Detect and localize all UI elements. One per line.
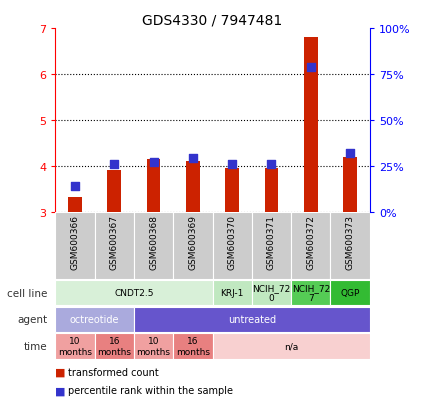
Text: n/a: n/a: [284, 342, 298, 351]
Text: ■: ■: [55, 385, 66, 395]
Bar: [134, 333, 173, 359]
Text: 10
months: 10 months: [136, 336, 170, 356]
Point: [190, 156, 196, 162]
Bar: [147, 159, 160, 212]
Text: cell line: cell line: [7, 288, 48, 298]
Point: [347, 150, 354, 157]
Text: GSM600367: GSM600367: [110, 214, 119, 269]
Text: 16
months: 16 months: [176, 336, 210, 356]
Bar: [304, 38, 317, 212]
Bar: [212, 212, 252, 280]
Text: NCIH_72
0: NCIH_72 0: [252, 283, 291, 303]
Point: [71, 183, 78, 190]
Bar: [134, 212, 173, 280]
Point: [229, 161, 235, 168]
Text: NCIH_72
7: NCIH_72 7: [292, 283, 330, 303]
Text: GSM600372: GSM600372: [306, 214, 315, 269]
Point: [268, 161, 275, 168]
Bar: [55, 280, 212, 306]
Text: GSM600368: GSM600368: [149, 214, 158, 269]
Point: [111, 161, 118, 168]
Text: GSM600366: GSM600366: [71, 214, 79, 269]
Text: time: time: [24, 341, 48, 351]
Bar: [225, 169, 239, 212]
Text: GSM600370: GSM600370: [228, 214, 237, 269]
Point: [307, 64, 314, 71]
Text: 10
months: 10 months: [58, 336, 92, 356]
Text: GSM600373: GSM600373: [346, 214, 354, 269]
Bar: [173, 212, 212, 280]
Bar: [252, 212, 291, 280]
Text: agent: agent: [17, 315, 48, 325]
Text: KRJ-1: KRJ-1: [221, 289, 244, 297]
Bar: [212, 333, 370, 359]
Text: ■: ■: [55, 367, 66, 377]
Bar: [55, 212, 94, 280]
Bar: [331, 212, 370, 280]
Bar: [212, 280, 252, 306]
Bar: [331, 280, 370, 306]
Bar: [186, 162, 200, 212]
Bar: [108, 171, 121, 212]
Bar: [68, 197, 82, 212]
Bar: [252, 280, 291, 306]
Text: GSM600369: GSM600369: [188, 214, 197, 269]
Bar: [94, 333, 134, 359]
Bar: [343, 157, 357, 212]
Bar: [134, 307, 370, 332]
Text: octreotide: octreotide: [70, 315, 119, 325]
Text: GSM600371: GSM600371: [267, 214, 276, 269]
Title: GDS4330 / 7947481: GDS4330 / 7947481: [142, 14, 283, 28]
Text: QGP: QGP: [340, 289, 360, 297]
Text: untreated: untreated: [228, 315, 276, 325]
Bar: [291, 212, 331, 280]
Bar: [55, 333, 94, 359]
Point: [150, 159, 157, 166]
Text: CNDT2.5: CNDT2.5: [114, 289, 153, 297]
Bar: [94, 212, 134, 280]
Bar: [265, 169, 278, 212]
Text: percentile rank within the sample: percentile rank within the sample: [68, 385, 233, 395]
Text: 16
months: 16 months: [97, 336, 131, 356]
Bar: [55, 307, 134, 332]
Text: transformed count: transformed count: [68, 367, 159, 377]
Bar: [291, 280, 331, 306]
Bar: [173, 333, 212, 359]
